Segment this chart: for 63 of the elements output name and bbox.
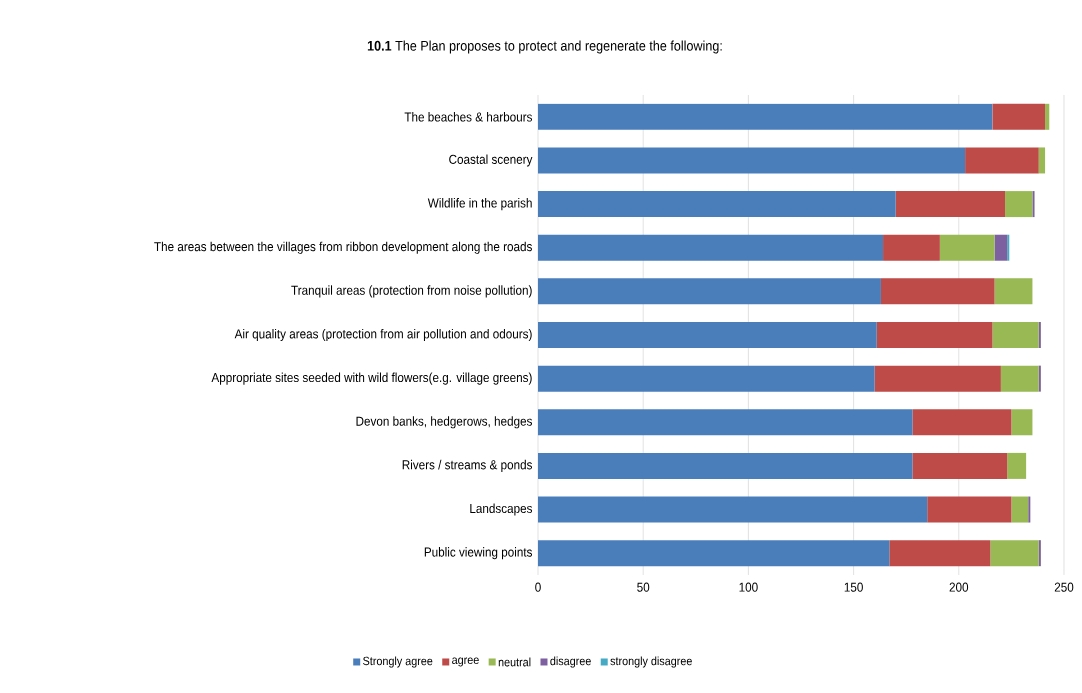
bar [1005, 191, 1033, 218]
bar [1011, 409, 1033, 436]
bar [538, 191, 896, 218]
x-tick-label: 150 [844, 582, 863, 592]
bar [1038, 365, 1041, 392]
bar [1038, 321, 1041, 348]
bar [965, 147, 1039, 174]
bar [538, 540, 890, 567]
x-tick-label: 50 [637, 582, 650, 592]
bar [895, 191, 1006, 218]
y-tick-label: Air quality areas (protection from air pollution and odours) [234, 328, 532, 342]
bar [992, 321, 1039, 348]
y-tick-label: Coastal scenery [449, 154, 533, 167]
bar [1007, 452, 1027, 479]
bar [1028, 496, 1031, 523]
bar [1038, 540, 1041, 567]
bar [538, 103, 993, 130]
bar [538, 321, 877, 348]
bar [994, 278, 1033, 305]
y-tick-label: Landscapes [470, 503, 533, 516]
bar [1038, 147, 1046, 174]
x-tick-label: 100 [739, 582, 758, 592]
legend-label: Strongly agree [363, 656, 433, 668]
y-tick-label: Appropriate sites seeded with wild flowers(e.g. village greens) [211, 372, 532, 385]
bar [874, 365, 1001, 392]
legend-label: disagree [550, 656, 591, 668]
bar [912, 409, 1012, 436]
bar [880, 278, 995, 305]
bar [538, 278, 881, 305]
bar [883, 234, 940, 261]
bar [992, 103, 1046, 130]
y-tick-label: The areas between the villages from ribbon development along the roads [154, 241, 532, 254]
bar [994, 234, 1008, 261]
legend-label: agree [452, 657, 479, 667]
bar [1000, 365, 1039, 392]
bar [538, 409, 913, 436]
chart-title: 10.1 The Plan proposes to protect and regenerate the following: [367, 40, 722, 54]
bar [939, 234, 995, 261]
y-tick-label: Wildlife in the parish [427, 198, 532, 211]
y-tick-label: Public viewing points [424, 547, 533, 560]
bar [1007, 234, 1010, 261]
y-tick-label: Rivers / streams & ponds [402, 459, 533, 472]
bar [876, 321, 993, 348]
bar [538, 452, 913, 479]
x-tick-label: 200 [949, 582, 969, 592]
y-tick-label: Tranquil areas (protection from noise pollution) [291, 285, 532, 298]
legend-label: neutral [498, 657, 531, 667]
x-tick-label: 0 [535, 582, 541, 592]
bar [912, 452, 1008, 479]
bar [1011, 496, 1029, 523]
bar [538, 234, 884, 261]
bar [538, 365, 875, 392]
bar [889, 540, 991, 567]
bar [990, 540, 1039, 567]
legend-label: strongly disagree [610, 656, 692, 668]
x-tick-label: 250 [1054, 582, 1074, 592]
y-tick-label: Devon banks, hedgerows, hedges [356, 416, 532, 429]
bar [1045, 103, 1050, 130]
y-tick-label: The beaches & harbours [404, 112, 533, 122]
bar [927, 496, 1012, 523]
bar [538, 147, 966, 174]
bar [538, 496, 928, 523]
bar [1032, 191, 1035, 218]
